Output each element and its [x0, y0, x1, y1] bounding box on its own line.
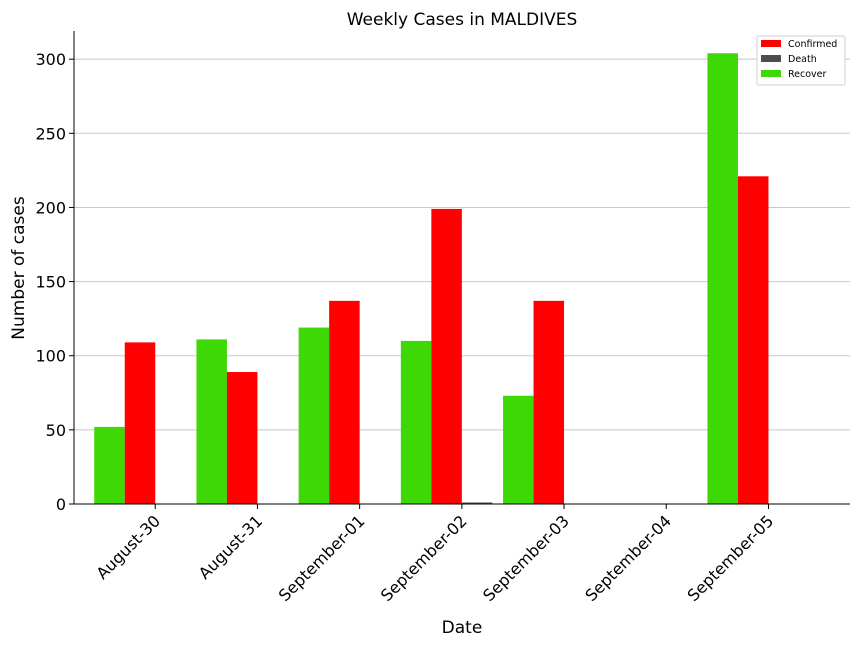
bar-confirmed: [533, 300, 565, 504]
bar-recover: [400, 340, 432, 504]
x-tick-label: August-30: [93, 511, 165, 583]
chart-title: Weekly Cases in MALDIVES: [347, 10, 578, 30]
bar-recover: [298, 327, 330, 504]
bar-recover: [707, 53, 738, 504]
y-tick-label: 200: [35, 198, 66, 217]
legend-label-confirmed: Confirmed: [788, 39, 837, 50]
bar-recover: [196, 339, 227, 504]
legend-label-recover: Recover: [788, 69, 827, 80]
legend-swatch-confirmed: [761, 40, 781, 47]
y-tick-label: 150: [35, 273, 66, 292]
bar-confirmed: [124, 342, 156, 504]
y-tick-label: 300: [35, 50, 66, 69]
x-tick-label: September-03: [479, 511, 573, 605]
y-tick-labels: 0 50 100 150 200 250 300: [35, 50, 74, 514]
bar-recover: [94, 426, 125, 504]
bar-death: [461, 502, 493, 504]
x-tick-label: September-01: [275, 511, 369, 605]
x-tick-label: September-02: [377, 511, 471, 605]
legend: Confirmed Death Recover: [756, 35, 846, 86]
x-tick-label: September-05: [684, 511, 778, 605]
x-tick-label: September-04: [581, 511, 675, 605]
x-tick-labels: August-30 August-31 September-01 September-…: [93, 504, 778, 605]
y-tick-label: 100: [35, 347, 66, 366]
x-tick-label: August-31: [195, 511, 267, 583]
bars: [94, 53, 769, 504]
legend-swatch-recover: [761, 70, 781, 77]
bar-recover: [503, 395, 534, 504]
legend-label-death: Death: [788, 54, 817, 65]
bar-confirmed: [226, 372, 258, 504]
bar-confirmed: [329, 300, 360, 504]
y-tick-label: 250: [35, 124, 66, 143]
x-axis-label: Date: [442, 618, 483, 638]
y-tick-label: 50: [46, 421, 66, 440]
y-axis-label: Number of cases: [9, 196, 29, 340]
bar-confirmed: [737, 176, 769, 504]
y-tick-label: 0: [56, 495, 66, 514]
legend-swatch-death: [761, 55, 781, 62]
bar-confirmed: [431, 208, 462, 504]
